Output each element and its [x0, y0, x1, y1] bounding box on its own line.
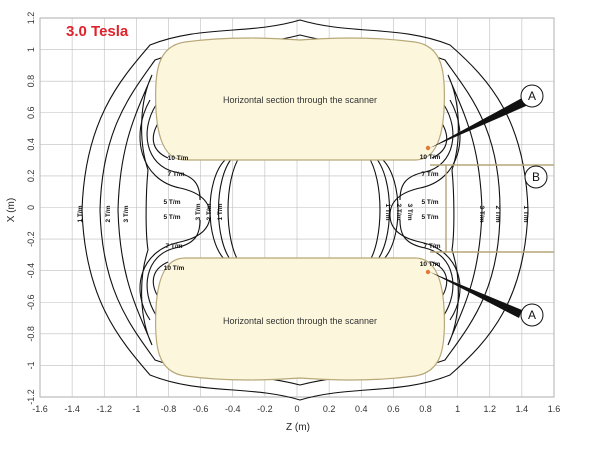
- label-center-right-3: 3 T/m: [406, 204, 413, 221]
- z-tick-label: -1.4: [64, 404, 80, 414]
- z-tick-label: -1.2: [96, 404, 112, 414]
- label-right-1: 1 T/m: [522, 206, 529, 223]
- z-tick-label: -0.8: [161, 404, 177, 414]
- z-tick-label: -0.4: [225, 404, 241, 414]
- label-inner-left-5-a: 5 T/m: [164, 199, 181, 206]
- label-inner-right-5-a: 5 T/m: [422, 199, 439, 206]
- label-left-2: 2 T/m: [105, 205, 112, 222]
- z-tick-label: 1.2: [483, 404, 496, 414]
- x-tick-label: 0.4: [26, 138, 36, 151]
- z-tick-label: 0.8: [419, 404, 432, 414]
- callout-a-bottom: A: [521, 304, 543, 326]
- label-inner-right-10-bot: 10 T/m: [420, 261, 441, 268]
- label-inner-left-7-top: 7 T/m: [168, 171, 185, 178]
- contour-3-right: [448, 75, 482, 345]
- x-tick-label: 0.2: [26, 170, 36, 183]
- label-inner-left-7-bot: 7 T/m: [166, 243, 183, 250]
- label-center-right-2: 2 T/m: [395, 204, 402, 221]
- callout-a-top-label: A: [528, 89, 536, 103]
- label-inner-left-5-b: 5 T/m: [164, 214, 181, 221]
- label-inner-left-10-top: 10 T/m: [168, 155, 189, 162]
- callout-b: B: [525, 166, 547, 188]
- z-tick-label: -0.6: [193, 404, 209, 414]
- x-tick-label: 1.2: [26, 12, 36, 25]
- x-tick-label: -1.2: [26, 389, 36, 405]
- x-tick-label: -1: [26, 361, 36, 369]
- x-tick-label: -0.6: [26, 294, 36, 310]
- x-tick-label: 0: [26, 205, 36, 210]
- label-left-1: 1 T/m: [77, 205, 84, 222]
- label-center-left-1: 1 T/m: [217, 203, 224, 220]
- top-section-label: Horizontal section through the scanner: [223, 95, 377, 105]
- x-tick-label: 0.8: [26, 75, 36, 88]
- bottom-section-label: Horizontal section through the scanner: [223, 316, 377, 326]
- z-tick-label: 1: [455, 404, 460, 414]
- label-inner-right-7-top: 7 T/m: [422, 171, 439, 178]
- contour-center-left-1: [228, 156, 240, 264]
- marker-a-top: [426, 146, 430, 150]
- z-tick-label: 0: [294, 404, 299, 414]
- label-center-right-1: 1 T/m: [384, 204, 391, 221]
- x-tick-label: 1: [26, 47, 36, 52]
- contour-center-right-1: [368, 156, 380, 264]
- x-tick-label: -0.2: [26, 231, 36, 247]
- z-tick-label: 1.4: [516, 404, 529, 414]
- z-tick-label: 0.6: [387, 404, 400, 414]
- z-tick-label: 1.6: [548, 404, 561, 414]
- label-right-2: 2 T/m: [494, 206, 501, 223]
- z-tick-label: -0.2: [257, 404, 273, 414]
- x-tick-labels: 1.2 1 0.8 0.6 0.4 0.2 0 -0.2 -0.4 -0.6 -0.8 -1 -1.2: [26, 12, 36, 405]
- label-inner-right-7-bot: 7 T/m: [424, 243, 441, 250]
- x-tick-label: -0.4: [26, 263, 36, 279]
- x-axis-label: X (m): [6, 198, 17, 222]
- callout-a-bottom-label: A: [528, 308, 536, 322]
- label-center-left-2: 2 T/m: [206, 203, 213, 220]
- z-tick-label: 0.4: [355, 404, 368, 414]
- label-center-left-3: 3 T/m: [195, 203, 202, 220]
- z-tick-label: -1: [132, 404, 140, 414]
- callout-a-top: A: [521, 85, 543, 107]
- contour-labels: 1 T/m 2 T/m 3 T/m 3 T/m 2 T/m 1 T/m 10 T…: [77, 154, 529, 272]
- x-tick-label: 0.6: [26, 106, 36, 119]
- label-inner-right-5-b: 5 T/m: [422, 214, 439, 221]
- label-left-3: 3 T/m: [123, 205, 130, 222]
- callout-b-label: B: [532, 170, 540, 184]
- z-tick-labels: -1.6 -1.4 -1.2 -1 -0.8 -0.6 -0.4 -0.2 0 0.2 0.4 0.6…: [32, 404, 560, 414]
- x-tick-label: -0.8: [26, 326, 36, 342]
- label-right-3: 3 T/m: [478, 206, 485, 223]
- z-tick-label: 0.2: [323, 404, 336, 414]
- label-inner-right-10-top: 10 T/m: [420, 154, 441, 161]
- z-axis-label: Z (m): [286, 422, 310, 433]
- label-inner-left-10-bot: 10 T/m: [164, 265, 185, 272]
- chart-title: 3.0 Tesla: [66, 23, 129, 40]
- marker-a-bottom: [426, 270, 430, 274]
